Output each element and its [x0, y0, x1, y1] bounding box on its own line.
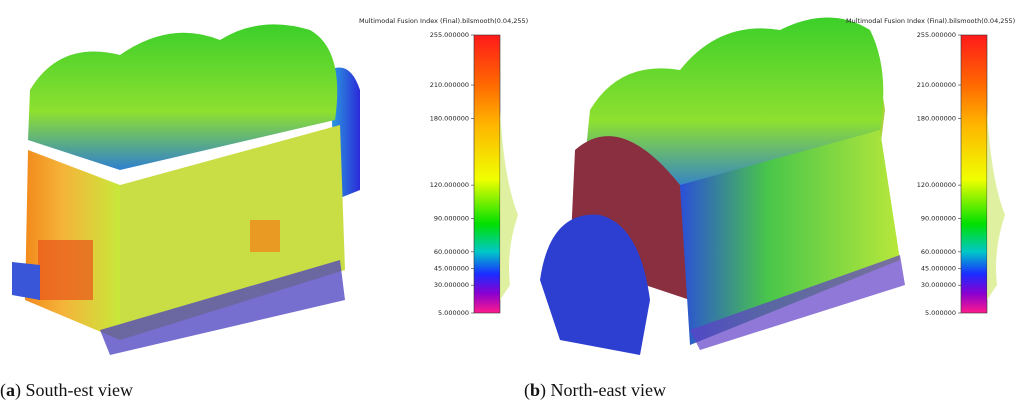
- tick-label: 5.000000: [438, 309, 469, 317]
- colorbar-title: Multimodal Fusion Index (Final).bilsmoot…: [359, 17, 528, 25]
- tick-label: 180.000000: [917, 114, 956, 122]
- caption-text: North-east view: [551, 380, 666, 400]
- colorbar-scale: [960, 34, 988, 314]
- caption-label: a: [6, 380, 15, 400]
- colorbar: Multimodal Fusion Index (Final).bilsmoot…: [846, 17, 1015, 317]
- tick-label: 210.000000: [430, 81, 469, 89]
- caption-a: (a) South-est view: [0, 380, 133, 401]
- caption-close: ): [540, 380, 546, 401]
- histogram: [500, 110, 518, 300]
- tick-label: 120.000000: [430, 181, 469, 189]
- tick-label: 90.000000: [921, 214, 956, 222]
- histogram: [987, 110, 1005, 300]
- tick-label: 5.000000: [925, 309, 956, 317]
- tick-label: 210.000000: [917, 81, 956, 89]
- caption: (a) South-est view: [0, 380, 133, 401]
- caption-label: b: [530, 380, 540, 400]
- tick-label: 30.000000: [434, 281, 469, 289]
- caption-open: (: [524, 380, 530, 401]
- caption-close: ): [15, 380, 21, 401]
- tick-label: 255.000000: [917, 31, 956, 39]
- caption-b: (b) North-east view: [524, 380, 666, 401]
- tick-label: 30.000000: [921, 281, 956, 289]
- caption-open: (: [0, 380, 6, 401]
- caption: (b) North-east view: [524, 380, 666, 401]
- colorbar: Multimodal Fusion Index (Final).bilsmoot…: [359, 17, 528, 317]
- colorbar-title: Multimodal Fusion Index (Final).bilsmoot…: [846, 17, 1015, 25]
- tick-label: 255.000000: [430, 31, 469, 39]
- tick-label: 45.000000: [434, 265, 469, 273]
- tick-label: 45.000000: [921, 265, 956, 273]
- point-cloud-a: [12, 24, 360, 355]
- point-cloud-b: [540, 17, 905, 355]
- tick-label: 60.000000: [921, 248, 956, 256]
- tick-label: 60.000000: [434, 248, 469, 256]
- tick-label: 120.000000: [917, 181, 956, 189]
- tick-label: 180.000000: [430, 114, 469, 122]
- tick-label: 90.000000: [434, 214, 469, 222]
- colorbar-scale: [473, 34, 501, 314]
- caption-text: South-est view: [26, 380, 134, 400]
